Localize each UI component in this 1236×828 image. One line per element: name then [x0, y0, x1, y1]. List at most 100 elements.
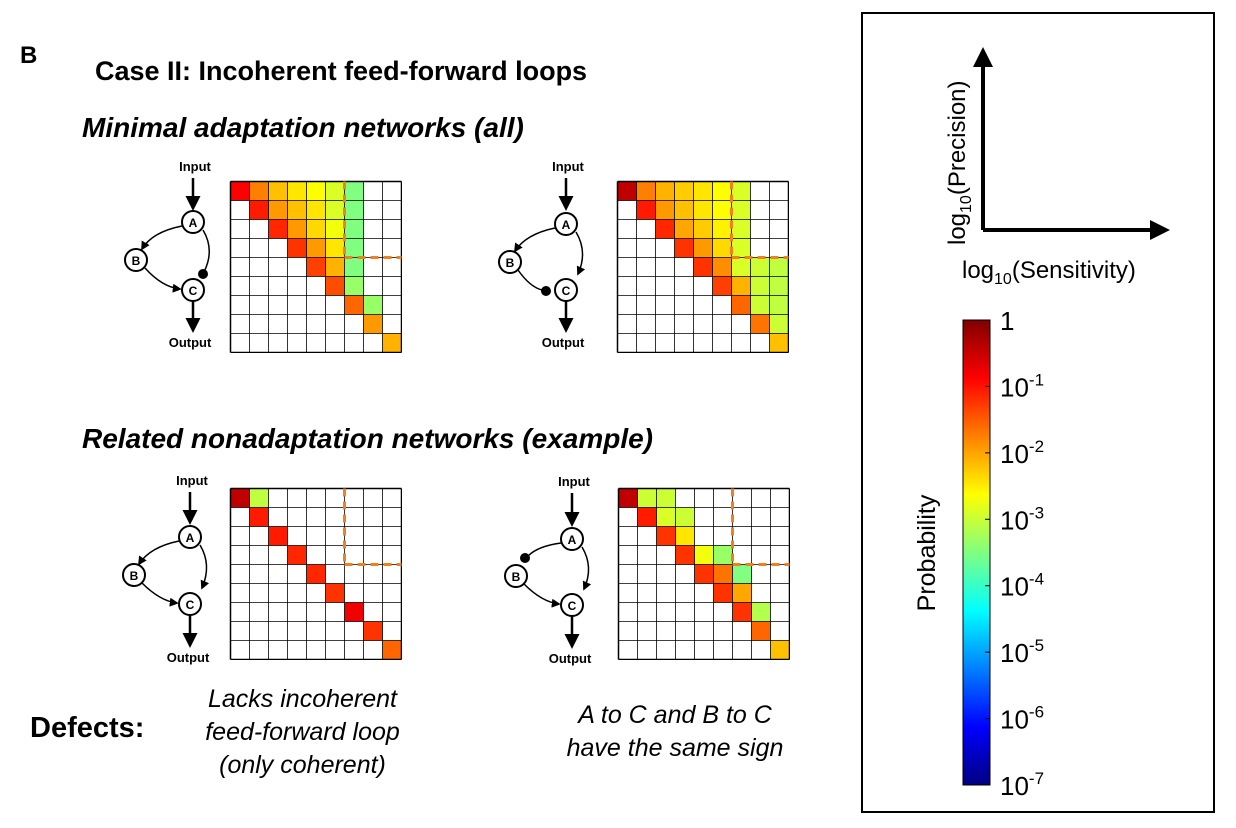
colorbar-tick-label: 10-7 — [1000, 769, 1044, 801]
colorbar-tick-label: 10-6 — [1000, 703, 1044, 735]
matrix-cell — [675, 526, 695, 546]
matrix-cell — [731, 181, 751, 201]
colorbar-tick-label: 1 — [1000, 306, 1014, 336]
matrix-cell — [325, 276, 345, 296]
node-b-label: B — [132, 254, 141, 268]
matrix-cell — [674, 219, 694, 239]
matrix-cell — [769, 295, 789, 315]
matrix-cell — [731, 219, 751, 239]
matrix-cell — [306, 564, 326, 584]
matrix-cell — [325, 257, 345, 277]
matrix-cell — [675, 507, 695, 527]
matrix-cell — [693, 257, 713, 277]
defect-2-line: A to C and B to C — [578, 701, 772, 729]
matrix-cell — [750, 276, 770, 296]
matrix-cells — [618, 488, 790, 660]
matrix-cell — [713, 583, 733, 603]
matrix-cell — [731, 257, 751, 277]
defect-1-text: Lacks incoherent feed-forward loop (only… — [170, 683, 435, 782]
matrix-cell — [344, 181, 364, 201]
node-b-label: B — [130, 569, 139, 583]
threshold-lines — [343, 488, 402, 566]
matrix-cell — [732, 564, 752, 584]
matrix-cell — [713, 545, 733, 565]
legend-box — [861, 12, 1215, 813]
matrix-cell — [712, 200, 732, 220]
matrix-cell — [382, 640, 402, 660]
matrix-cell — [731, 238, 751, 258]
matrix-cell — [656, 526, 676, 546]
node-c-label: C — [186, 598, 195, 612]
minimal-title-suffix: ) — [514, 112, 524, 143]
matrix-grid — [229, 487, 402, 660]
matrix-cell — [287, 219, 307, 239]
colorbar-tick-label: 10-4 — [1000, 570, 1044, 602]
matrix-cell — [287, 181, 307, 201]
panel-letter: B — [20, 42, 38, 69]
matrix-cell — [655, 200, 675, 220]
matrix-cell — [287, 200, 307, 220]
matrix-cell — [363, 314, 383, 334]
matrix-cell — [674, 181, 694, 201]
matrix-cell — [750, 257, 770, 277]
matrix-cell — [693, 238, 713, 258]
matrix-related-1 — [229, 487, 402, 660]
output-label: Output — [549, 651, 592, 666]
matrix-cell — [636, 200, 656, 220]
minimal-title-prefix: Minimal adaptation networks ( — [82, 112, 484, 143]
matrix-cell — [750, 314, 770, 334]
network-minimal-2: Input A B C Output — [498, 159, 586, 350]
matrix-cell — [344, 200, 364, 220]
minimal-networks-title: Minimal adaptation networks (all) — [82, 112, 524, 144]
matrix-cell — [382, 333, 402, 353]
matrix-cell — [344, 238, 364, 258]
matrix-minimal-1 — [229, 180, 402, 353]
matrix-cell — [287, 545, 307, 565]
matrix-cell — [712, 219, 732, 239]
matrix-cell — [770, 640, 790, 660]
node-a-label: A — [568, 533, 577, 547]
node-a-label: A — [186, 531, 195, 545]
matrix-cell — [344, 257, 364, 277]
minimal-title-emph: all — [483, 112, 515, 143]
matrix-cell — [712, 257, 732, 277]
node-a-label: A — [189, 216, 198, 230]
output-label: Output — [167, 650, 210, 665]
related-networks-title: Related nonadaptation networks (example) — [82, 423, 653, 454]
matrix-cell — [637, 488, 657, 508]
legend-graphics: log10(Sensitivity) log10(Precision) 1 10-… — [913, 47, 1170, 801]
node-a-label: A — [562, 218, 571, 232]
colorbar-gradient — [962, 319, 991, 786]
matrix-cell — [306, 181, 326, 201]
matrix-cell — [694, 545, 714, 565]
matrix-cell — [618, 488, 638, 508]
matrix-cell — [693, 181, 713, 201]
threshold-lines — [730, 181, 789, 259]
matrix-cell — [230, 488, 250, 508]
matrix-cell — [713, 564, 733, 584]
matrix-cell — [732, 583, 752, 603]
matrix-cells — [617, 181, 789, 353]
matrix-cell — [769, 333, 789, 353]
matrix-cell — [363, 295, 383, 315]
matrix-cell — [344, 276, 364, 296]
matrix-cells — [230, 488, 402, 660]
matrix-cell — [249, 181, 269, 201]
matrix-cell — [325, 238, 345, 258]
defect-1-line: feed-forward loop — [205, 718, 400, 746]
matrix-cell — [344, 602, 364, 622]
colorbar-tick-label: 10-5 — [1000, 636, 1044, 668]
matrix-cell — [731, 276, 751, 296]
matrix-cell — [732, 602, 752, 622]
matrix-cell — [694, 564, 714, 584]
matrix-cell — [712, 276, 732, 296]
case-title: Case II: Incoherent feed-forward loops — [95, 56, 588, 86]
matrix-cell — [655, 181, 675, 201]
matrix-cell — [268, 219, 288, 239]
input-label: Input — [558, 474, 590, 489]
matrix-cell — [712, 238, 732, 258]
matrix-cell — [656, 488, 676, 508]
matrix-cell — [249, 488, 269, 508]
network-related-1: Input A B C Output — [122, 473, 210, 665]
colorbar-tick-label: 10-2 — [1000, 437, 1044, 469]
